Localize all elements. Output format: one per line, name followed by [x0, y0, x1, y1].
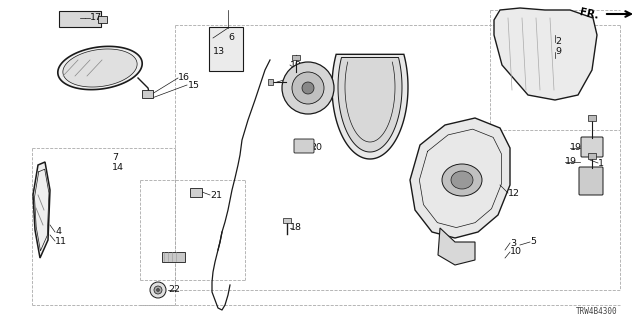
Circle shape: [302, 82, 314, 94]
FancyBboxPatch shape: [209, 27, 243, 71]
Text: 6: 6: [228, 34, 234, 43]
Text: 4: 4: [55, 228, 61, 236]
Ellipse shape: [442, 164, 482, 196]
FancyBboxPatch shape: [161, 252, 184, 261]
FancyBboxPatch shape: [588, 153, 596, 159]
Circle shape: [154, 286, 162, 294]
Polygon shape: [332, 54, 408, 159]
Text: 12: 12: [508, 188, 520, 197]
Text: 1: 1: [598, 158, 604, 167]
Circle shape: [150, 282, 166, 298]
Text: 10: 10: [510, 247, 522, 257]
Text: 19: 19: [284, 76, 296, 84]
Text: 22: 22: [168, 285, 180, 294]
Text: 3: 3: [510, 238, 516, 247]
FancyBboxPatch shape: [581, 137, 603, 157]
FancyBboxPatch shape: [588, 115, 596, 121]
Text: FR.: FR.: [579, 7, 600, 21]
Text: TRW4B4300: TRW4B4300: [577, 308, 618, 316]
Polygon shape: [494, 8, 597, 100]
Text: 7: 7: [112, 154, 118, 163]
FancyBboxPatch shape: [59, 11, 101, 27]
FancyBboxPatch shape: [189, 188, 202, 197]
Text: 9: 9: [555, 47, 561, 57]
Text: 8: 8: [175, 253, 181, 262]
Text: 5: 5: [530, 237, 536, 246]
Text: 16: 16: [178, 74, 190, 83]
Polygon shape: [338, 58, 402, 152]
FancyBboxPatch shape: [283, 218, 291, 223]
Circle shape: [157, 289, 159, 292]
Polygon shape: [438, 228, 475, 265]
FancyBboxPatch shape: [579, 167, 603, 195]
Text: 19: 19: [565, 157, 577, 166]
Text: 19: 19: [290, 60, 302, 69]
Polygon shape: [58, 46, 142, 90]
Polygon shape: [63, 49, 137, 87]
Ellipse shape: [451, 171, 473, 189]
Text: 2: 2: [555, 37, 561, 46]
FancyBboxPatch shape: [97, 15, 106, 22]
Text: 14: 14: [112, 163, 124, 172]
FancyBboxPatch shape: [294, 139, 314, 153]
FancyBboxPatch shape: [292, 55, 300, 60]
Text: 21: 21: [210, 190, 222, 199]
FancyBboxPatch shape: [141, 90, 152, 98]
Text: 19: 19: [570, 143, 582, 153]
Text: 11: 11: [55, 236, 67, 245]
Circle shape: [292, 72, 324, 104]
Circle shape: [282, 62, 334, 114]
Polygon shape: [33, 162, 50, 258]
Text: 20: 20: [310, 143, 322, 153]
Text: 15: 15: [188, 81, 200, 90]
Polygon shape: [410, 118, 510, 238]
FancyBboxPatch shape: [268, 79, 273, 85]
Text: 13: 13: [213, 47, 225, 57]
Text: 18: 18: [290, 223, 302, 233]
Text: 17: 17: [90, 13, 102, 22]
